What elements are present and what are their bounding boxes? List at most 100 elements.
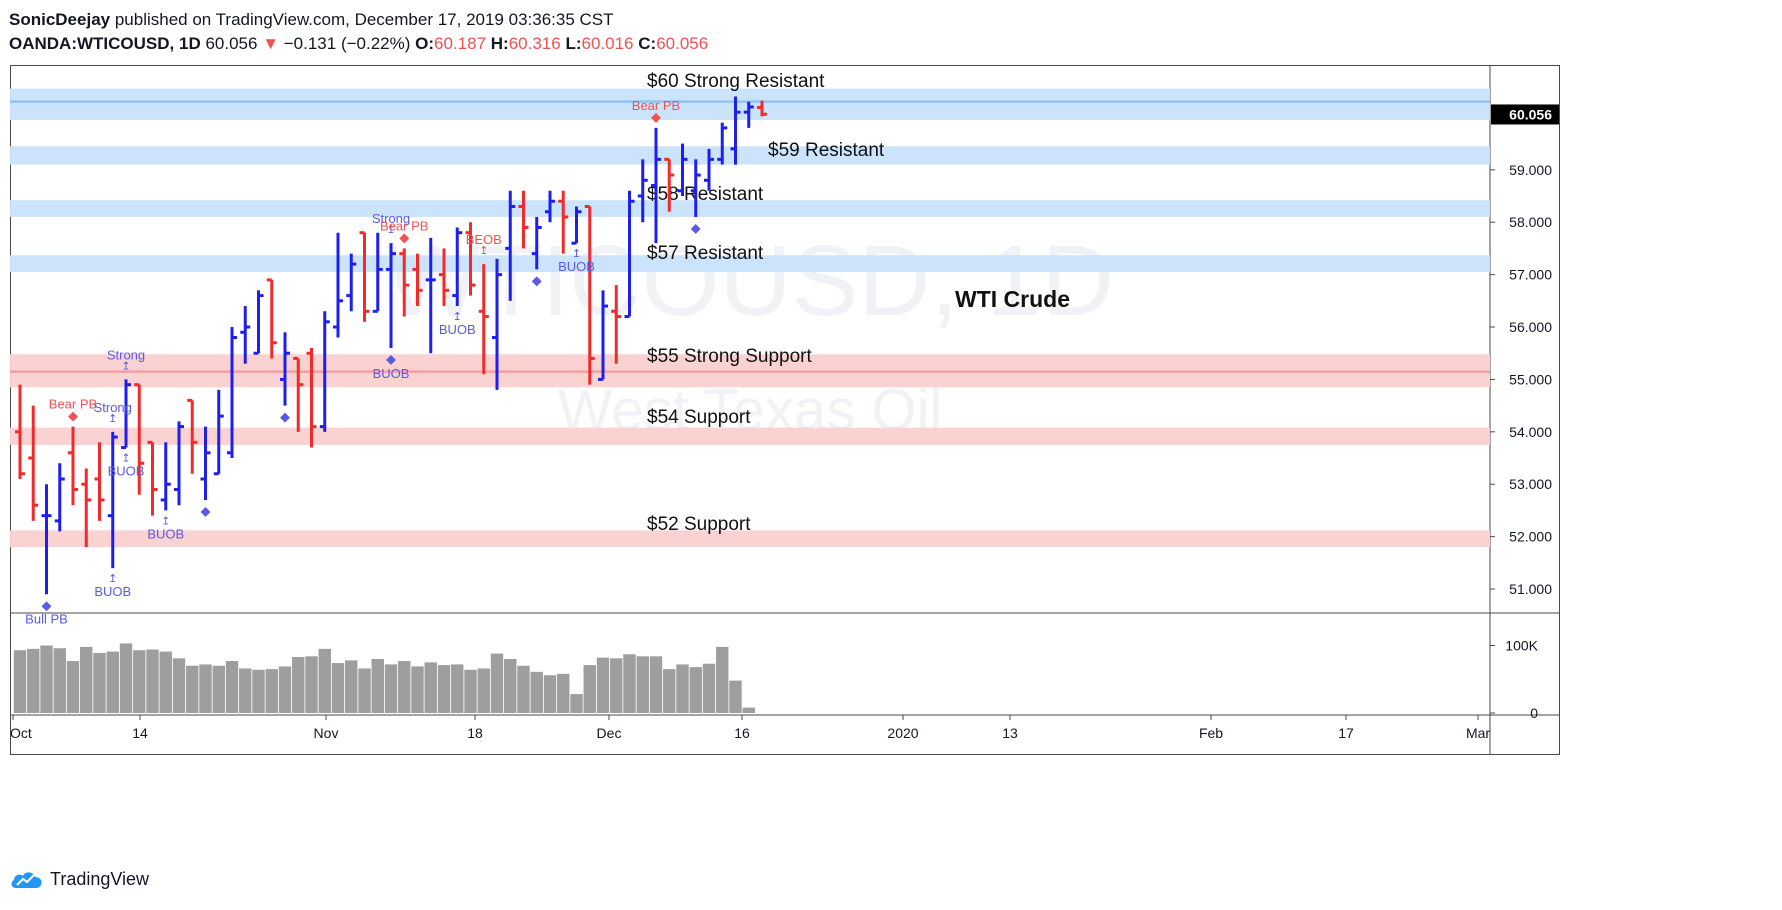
ohlc-bar — [266, 278, 277, 359]
ohlc-bar — [637, 159, 648, 223]
ohlc-bar — [54, 463, 65, 532]
chart-container[interactable]: WTICOUSD, 1D West Texas Oil $60 Strong Res… — [10, 65, 1772, 860]
footer: TradingView — [10, 868, 149, 890]
volume-bar — [610, 658, 623, 713]
volume-bar — [305, 656, 318, 713]
ohlc-bar — [399, 248, 410, 317]
ohlc-bar — [306, 347, 317, 448]
volume-bar — [106, 651, 119, 713]
signal-diamond — [399, 233, 410, 244]
price-tick-label: 58.000 — [1509, 214, 1552, 230]
ohlc-bar — [571, 206, 582, 245]
volume-bar — [636, 656, 649, 713]
price-tick-label: 51.000 — [1509, 581, 1552, 597]
zone-support — [10, 427, 1490, 445]
low-value: 60.016 — [581, 34, 634, 53]
time-tick-label: Oct — [10, 725, 32, 741]
volume-bar — [345, 660, 358, 713]
volume-bar — [570, 694, 583, 713]
signal-diamond — [200, 507, 211, 517]
volume-bars — [13, 643, 755, 713]
volume-bar — [702, 663, 716, 713]
ohlc-bar — [651, 127, 661, 244]
ohlc-bar — [611, 285, 622, 364]
volume-bar — [583, 665, 596, 713]
volume-bar — [318, 648, 331, 713]
signal-diamond — [280, 412, 290, 423]
price-tick-label: 59.000 — [1509, 162, 1552, 178]
ohlc-bars — [15, 96, 767, 595]
ohlc-bar — [346, 253, 357, 312]
volume-bar — [424, 662, 437, 713]
ohlc-bar — [68, 426, 78, 506]
ohlc-bar — [531, 216, 542, 270]
signal-text: BUOB — [373, 366, 410, 381]
last-price: 60.056 — [205, 34, 258, 53]
ohlc-bar — [240, 306, 251, 364]
volume-bar — [66, 661, 80, 713]
footer-brand[interactable]: TradingView — [50, 868, 150, 889]
volume-bar — [663, 669, 676, 713]
volume-bar — [477, 668, 490, 713]
price-tick-label: 55.000 — [1509, 371, 1552, 387]
volume-bar — [331, 663, 345, 713]
sr-zones — [10, 88, 1490, 548]
signal-arrow: ↥ — [121, 453, 130, 465]
zone-resistance — [10, 146, 1490, 165]
ohlc-bar — [545, 190, 555, 223]
ohlc-bar — [174, 421, 184, 506]
ohlc-bar — [280, 332, 290, 406]
volume-bar — [557, 673, 570, 713]
volume-bar — [729, 680, 742, 713]
open-value: 60.187 — [434, 34, 487, 53]
signal-text: BUOB — [108, 464, 145, 479]
signal-text: Bull PB — [25, 611, 68, 626]
volume-bar — [689, 667, 702, 713]
time-tick-label: Dec — [597, 725, 622, 741]
author-name[interactable]: SonicDeejay — [9, 10, 111, 29]
signal-arrow: ↥ — [453, 311, 462, 323]
ohlc-bar — [730, 96, 741, 165]
chart-header: SonicDeejay published on TradingView.com… — [9, 8, 614, 32]
open-label: O: — [415, 34, 435, 53]
time-tick-label: Feb — [1199, 725, 1223, 741]
volume-bar — [676, 664, 689, 713]
ohlc-bar — [160, 442, 171, 511]
time-tick-label: 16 — [734, 725, 750, 741]
volume-bar — [13, 650, 27, 713]
ohlc-bar — [412, 253, 423, 307]
ohlc-bar — [452, 227, 463, 307]
close-value: 60.056 — [656, 34, 709, 53]
zone-label: $54 Support — [647, 407, 751, 428]
ohlc-bar — [743, 101, 754, 128]
time-tick-label: 17 — [1338, 725, 1354, 741]
ohlc-bar — [333, 232, 343, 338]
ohlc-bar — [372, 232, 383, 313]
current-price-label: 60.056 — [1509, 106, 1552, 122]
volume-tick-label: 0 — [1530, 705, 1538, 721]
ohlc-bar — [293, 356, 304, 432]
ohlc-bar — [690, 159, 701, 217]
volume-bar — [252, 669, 265, 713]
ohlc-bar — [717, 122, 728, 165]
volume-bar — [411, 666, 424, 713]
volume-bar — [543, 675, 557, 713]
ohlc-bar — [94, 442, 105, 521]
ohlc-bar — [187, 398, 198, 474]
volume-bar — [623, 654, 636, 713]
ohlc-bar — [15, 384, 25, 479]
volume-bar — [451, 664, 464, 713]
signal-arrow: ↥ — [108, 573, 117, 585]
volume-bar — [742, 707, 755, 713]
price-tick-label: 53.000 — [1509, 476, 1552, 492]
volume-bar — [490, 653, 504, 713]
signal-text: BUOB — [94, 584, 131, 599]
zone-label: $58 Resistant — [647, 184, 764, 205]
volume-bar — [358, 668, 371, 713]
current-price-box — [1491, 104, 1559, 125]
signal-arrow: ↥ — [386, 224, 395, 236]
tradingview-cloud-icon[interactable] — [10, 868, 44, 890]
ohlc-bar — [107, 431, 118, 569]
volume-bar — [53, 648, 66, 713]
